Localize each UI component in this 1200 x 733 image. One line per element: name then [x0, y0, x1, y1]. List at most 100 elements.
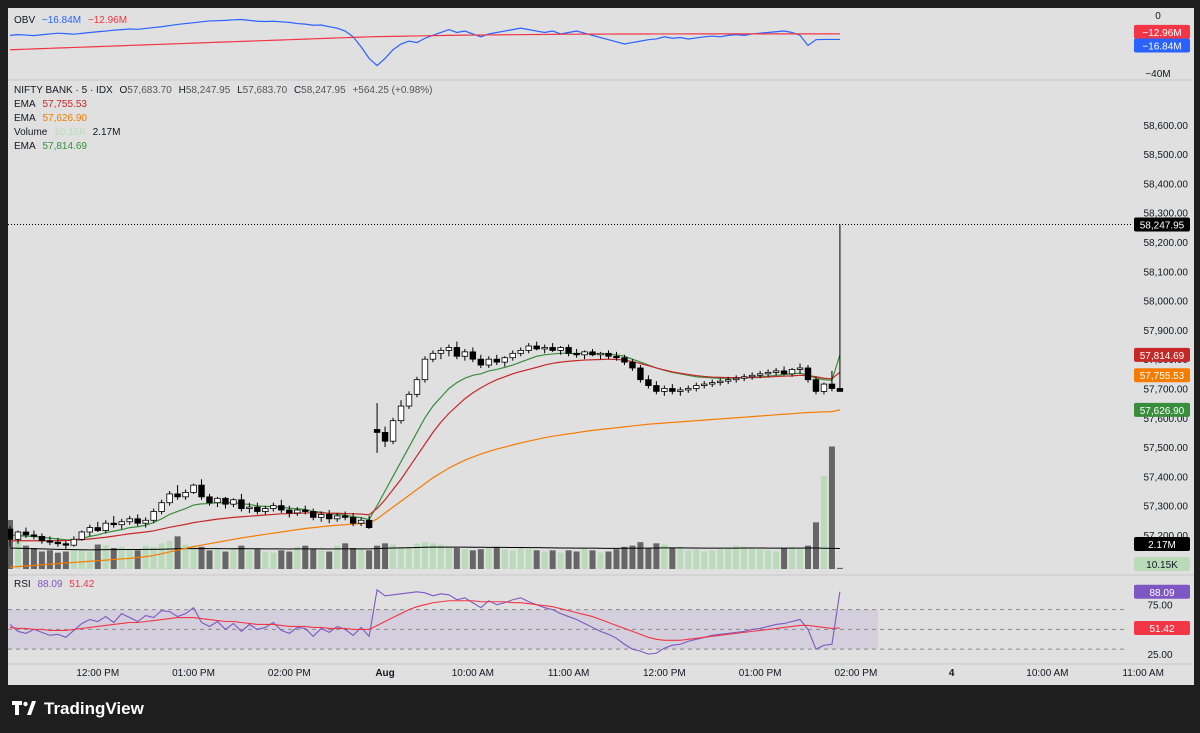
candle-body: [102, 522, 109, 531]
volume-bar: [701, 551, 708, 569]
candle-body: [325, 514, 333, 520]
high-value: 58,247.95: [185, 85, 231, 96]
volume-bar: [445, 546, 452, 569]
obv-legend-value: −16.84M: [41, 15, 82, 26]
candle: [796, 363, 804, 374]
volume-ma-line: [9, 546, 840, 551]
candle-body: [190, 484, 197, 493]
volume-bar: [469, 550, 476, 569]
candle-body: [557, 347, 564, 351]
candle: [621, 354, 628, 366]
candle-body: [653, 385, 660, 392]
candle-body: [764, 371, 772, 375]
ema3-legend: EMA 57,814.69: [14, 141, 91, 152]
candle: [230, 498, 237, 508]
volume-value: 10.15K: [54, 127, 86, 138]
price-axis-tick: 58,300.00: [1144, 209, 1189, 220]
candle-body: [501, 357, 508, 363]
ema1-legend: EMA 57,755.53: [14, 99, 91, 110]
candle-body: [14, 531, 22, 540]
candle-body: [836, 388, 844, 392]
candle: [246, 502, 253, 513]
candle-body: [661, 388, 668, 392]
candle-body: [748, 374, 756, 378]
volume-bar: [70, 549, 77, 569]
candle-body: [246, 506, 253, 509]
candle: [493, 354, 500, 366]
volume-ma-label-bg: [1134, 537, 1190, 551]
volume-bar: [390, 544, 397, 569]
open-label: O: [119, 85, 128, 96]
obv-label: −16.84M: [1134, 38, 1190, 53]
candle-body: [341, 515, 349, 518]
volume-bar: [677, 546, 684, 569]
candle: [709, 379, 716, 388]
volume-bar: [525, 549, 532, 569]
candle: [740, 373, 748, 382]
candle-body: [142, 519, 149, 524]
close-value: 58,247.95: [301, 85, 346, 96]
volume-bar: [382, 543, 389, 569]
candle: [310, 508, 317, 521]
candle: [732, 375, 740, 383]
candle-body: [174, 493, 181, 498]
candle-body: [166, 493, 173, 504]
candle-body: [381, 432, 389, 442]
ema2-value: 57,626.90: [42, 113, 87, 124]
candle-body: [150, 511, 157, 521]
ema-orange-line: [10, 358, 841, 542]
volume-bar: [789, 546, 796, 569]
rsi-label-bg: [1134, 584, 1190, 599]
volume-bar: [54, 552, 61, 569]
volume-bar: [182, 544, 189, 569]
ema1-value: 57,755.53: [42, 99, 87, 110]
candle-body: [318, 514, 325, 518]
candle: [94, 521, 101, 532]
time-axis-tick: 12:00 PM: [76, 668, 119, 679]
candle-body: [110, 522, 117, 526]
candle: [166, 490, 173, 506]
volume-bar: [134, 550, 141, 569]
volume-bar: [621, 546, 628, 569]
candle: [150, 508, 157, 524]
candle: [461, 348, 469, 361]
volume-bar: [765, 550, 772, 569]
main-legend: NIFTY BANK · 5 · IDX O57,683.70 H58,247.…: [14, 85, 437, 96]
volume-bar: [14, 539, 21, 569]
candle: [445, 344, 453, 357]
chart-area[interactable]: 58,600.00 58,500.00 58,400.00 58,300.00 58,2…: [8, 8, 1194, 685]
volume-bar: [190, 545, 197, 569]
candle-body: [533, 345, 540, 350]
rsi-label: RSI: [14, 579, 31, 590]
volume-last-label-bg: [1134, 557, 1190, 571]
volume-bar: [805, 545, 811, 569]
volume-bar: [398, 548, 405, 569]
candle: [429, 350, 437, 363]
candle: [788, 367, 796, 377]
volume-bar: [741, 546, 748, 569]
candle: [110, 515, 117, 528]
candle-body: [756, 373, 764, 376]
volume-bar: [661, 544, 668, 569]
candle: [437, 347, 445, 360]
tradingview-brand[interactable]: TradingView: [12, 697, 144, 721]
symbol-label: NIFTY BANK · 5 · IDX: [14, 85, 113, 96]
candle: [206, 493, 213, 506]
candle-body: [8, 528, 14, 540]
candle-body: [621, 357, 628, 363]
candle-body: [182, 492, 189, 498]
ema-red-label-text: 57,814.69: [1140, 351, 1185, 362]
rsi-axis-tick: 75.00: [1147, 601, 1172, 612]
volume-bar: [485, 548, 492, 569]
volume-bar: [477, 549, 484, 569]
candle: [413, 376, 421, 398]
candle: [118, 518, 125, 530]
candle: [645, 375, 652, 389]
price-axis-tick: 57,200.00: [1144, 531, 1189, 542]
price-axis-tick: 58,000.00: [1144, 297, 1189, 308]
candle: [820, 382, 828, 395]
volume-bar: [310, 549, 317, 569]
time-axis-tick: 12:00 PM: [643, 668, 686, 679]
volume-bar: [461, 549, 468, 569]
volume-bar: [214, 549, 221, 569]
